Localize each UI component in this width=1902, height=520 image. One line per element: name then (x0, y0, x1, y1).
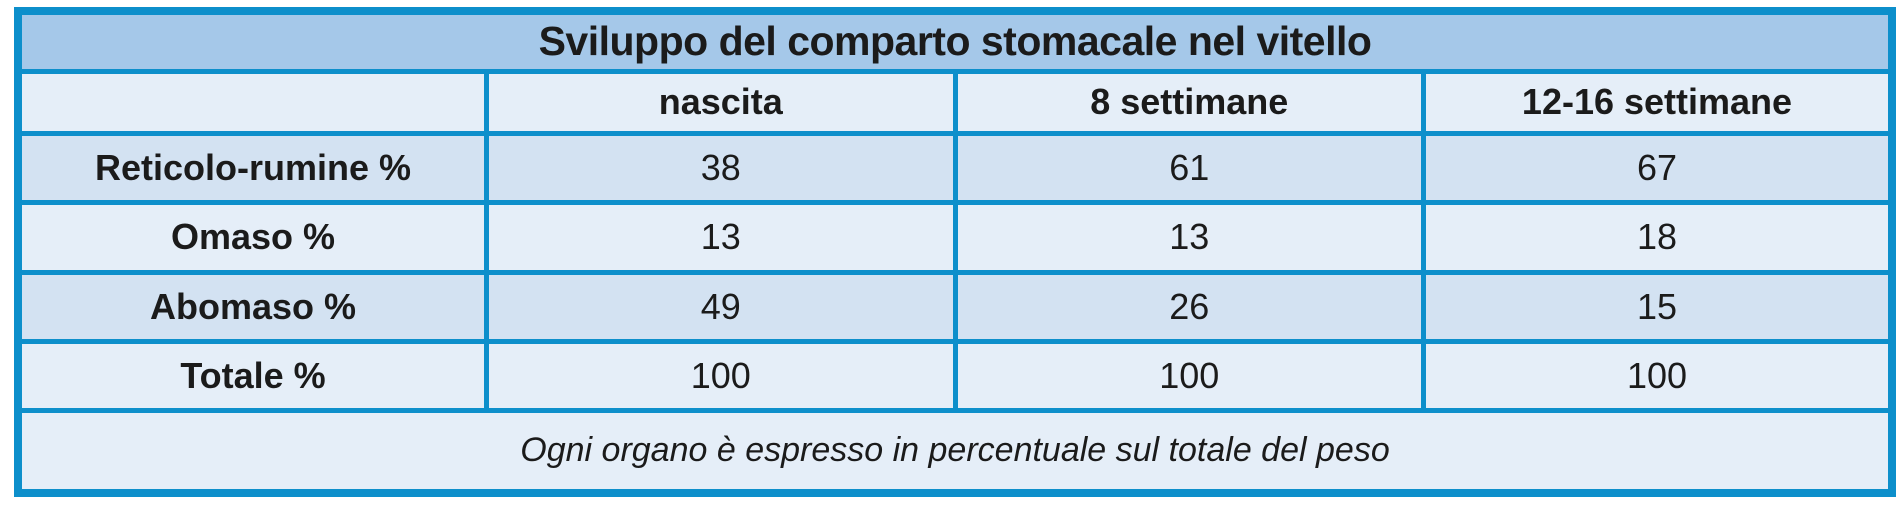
column-header-8-settimane: 8 settimane (952, 68, 1426, 137)
cell-abomaso-12-16-settimane: 15 (1421, 269, 1895, 344)
row-label-omaso: Omaso % (15, 200, 489, 275)
table-footnote-row: Ogni organo è espresso in percentuale su… (15, 407, 1895, 496)
row-label-abomaso: Abomaso % (15, 269, 489, 344)
cell-reticolo-12-16-settimane: 67 (1421, 131, 1895, 206)
column-header-nascita: nascita (484, 68, 958, 137)
row-label-reticolo-rumine: Reticolo-rumine % (15, 131, 489, 206)
cell-totale-nascita: 100 (484, 338, 958, 413)
cell-reticolo-8-settimane: 61 (952, 131, 1426, 206)
cell-reticolo-nascita: 38 (484, 131, 958, 206)
table-row-abomaso: Abomaso % 49 26 15 (15, 269, 1895, 344)
table-title-row: Sviluppo del comparto stomacale nel vite… (15, 8, 1895, 74)
table-header-row: nascita 8 settimane 12-16 settimane (15, 68, 1895, 137)
table-footnote: Ogni organo è espresso in percentuale su… (15, 407, 1895, 496)
cell-totale-8-settimane: 100 (952, 338, 1426, 413)
data-table: Sviluppo del comparto stomacale nel vite… (14, 7, 1896, 497)
cell-totale-12-16-settimane: 100 (1421, 338, 1895, 413)
corner-cell (15, 68, 489, 137)
table-title: Sviluppo del comparto stomacale nel vite… (15, 8, 1895, 74)
table-row-omaso: Omaso % 13 13 18 (15, 200, 1895, 275)
cell-omaso-8-settimane: 13 (952, 200, 1426, 275)
column-header-12-16-settimane: 12-16 settimane (1421, 68, 1895, 137)
table-row-reticolo-rumine: Reticolo-rumine % 38 61 67 (15, 131, 1895, 206)
cell-abomaso-8-settimane: 26 (952, 269, 1426, 344)
table-row-totale: Totale % 100 100 100 (15, 338, 1895, 413)
cell-omaso-nascita: 13 (484, 200, 958, 275)
cell-omaso-12-16-settimane: 18 (1421, 200, 1895, 275)
cell-abomaso-nascita: 49 (484, 269, 958, 344)
row-label-totale: Totale % (15, 338, 489, 413)
stomach-development-table: Sviluppo del comparto stomacale nel vite… (14, 7, 1896, 497)
